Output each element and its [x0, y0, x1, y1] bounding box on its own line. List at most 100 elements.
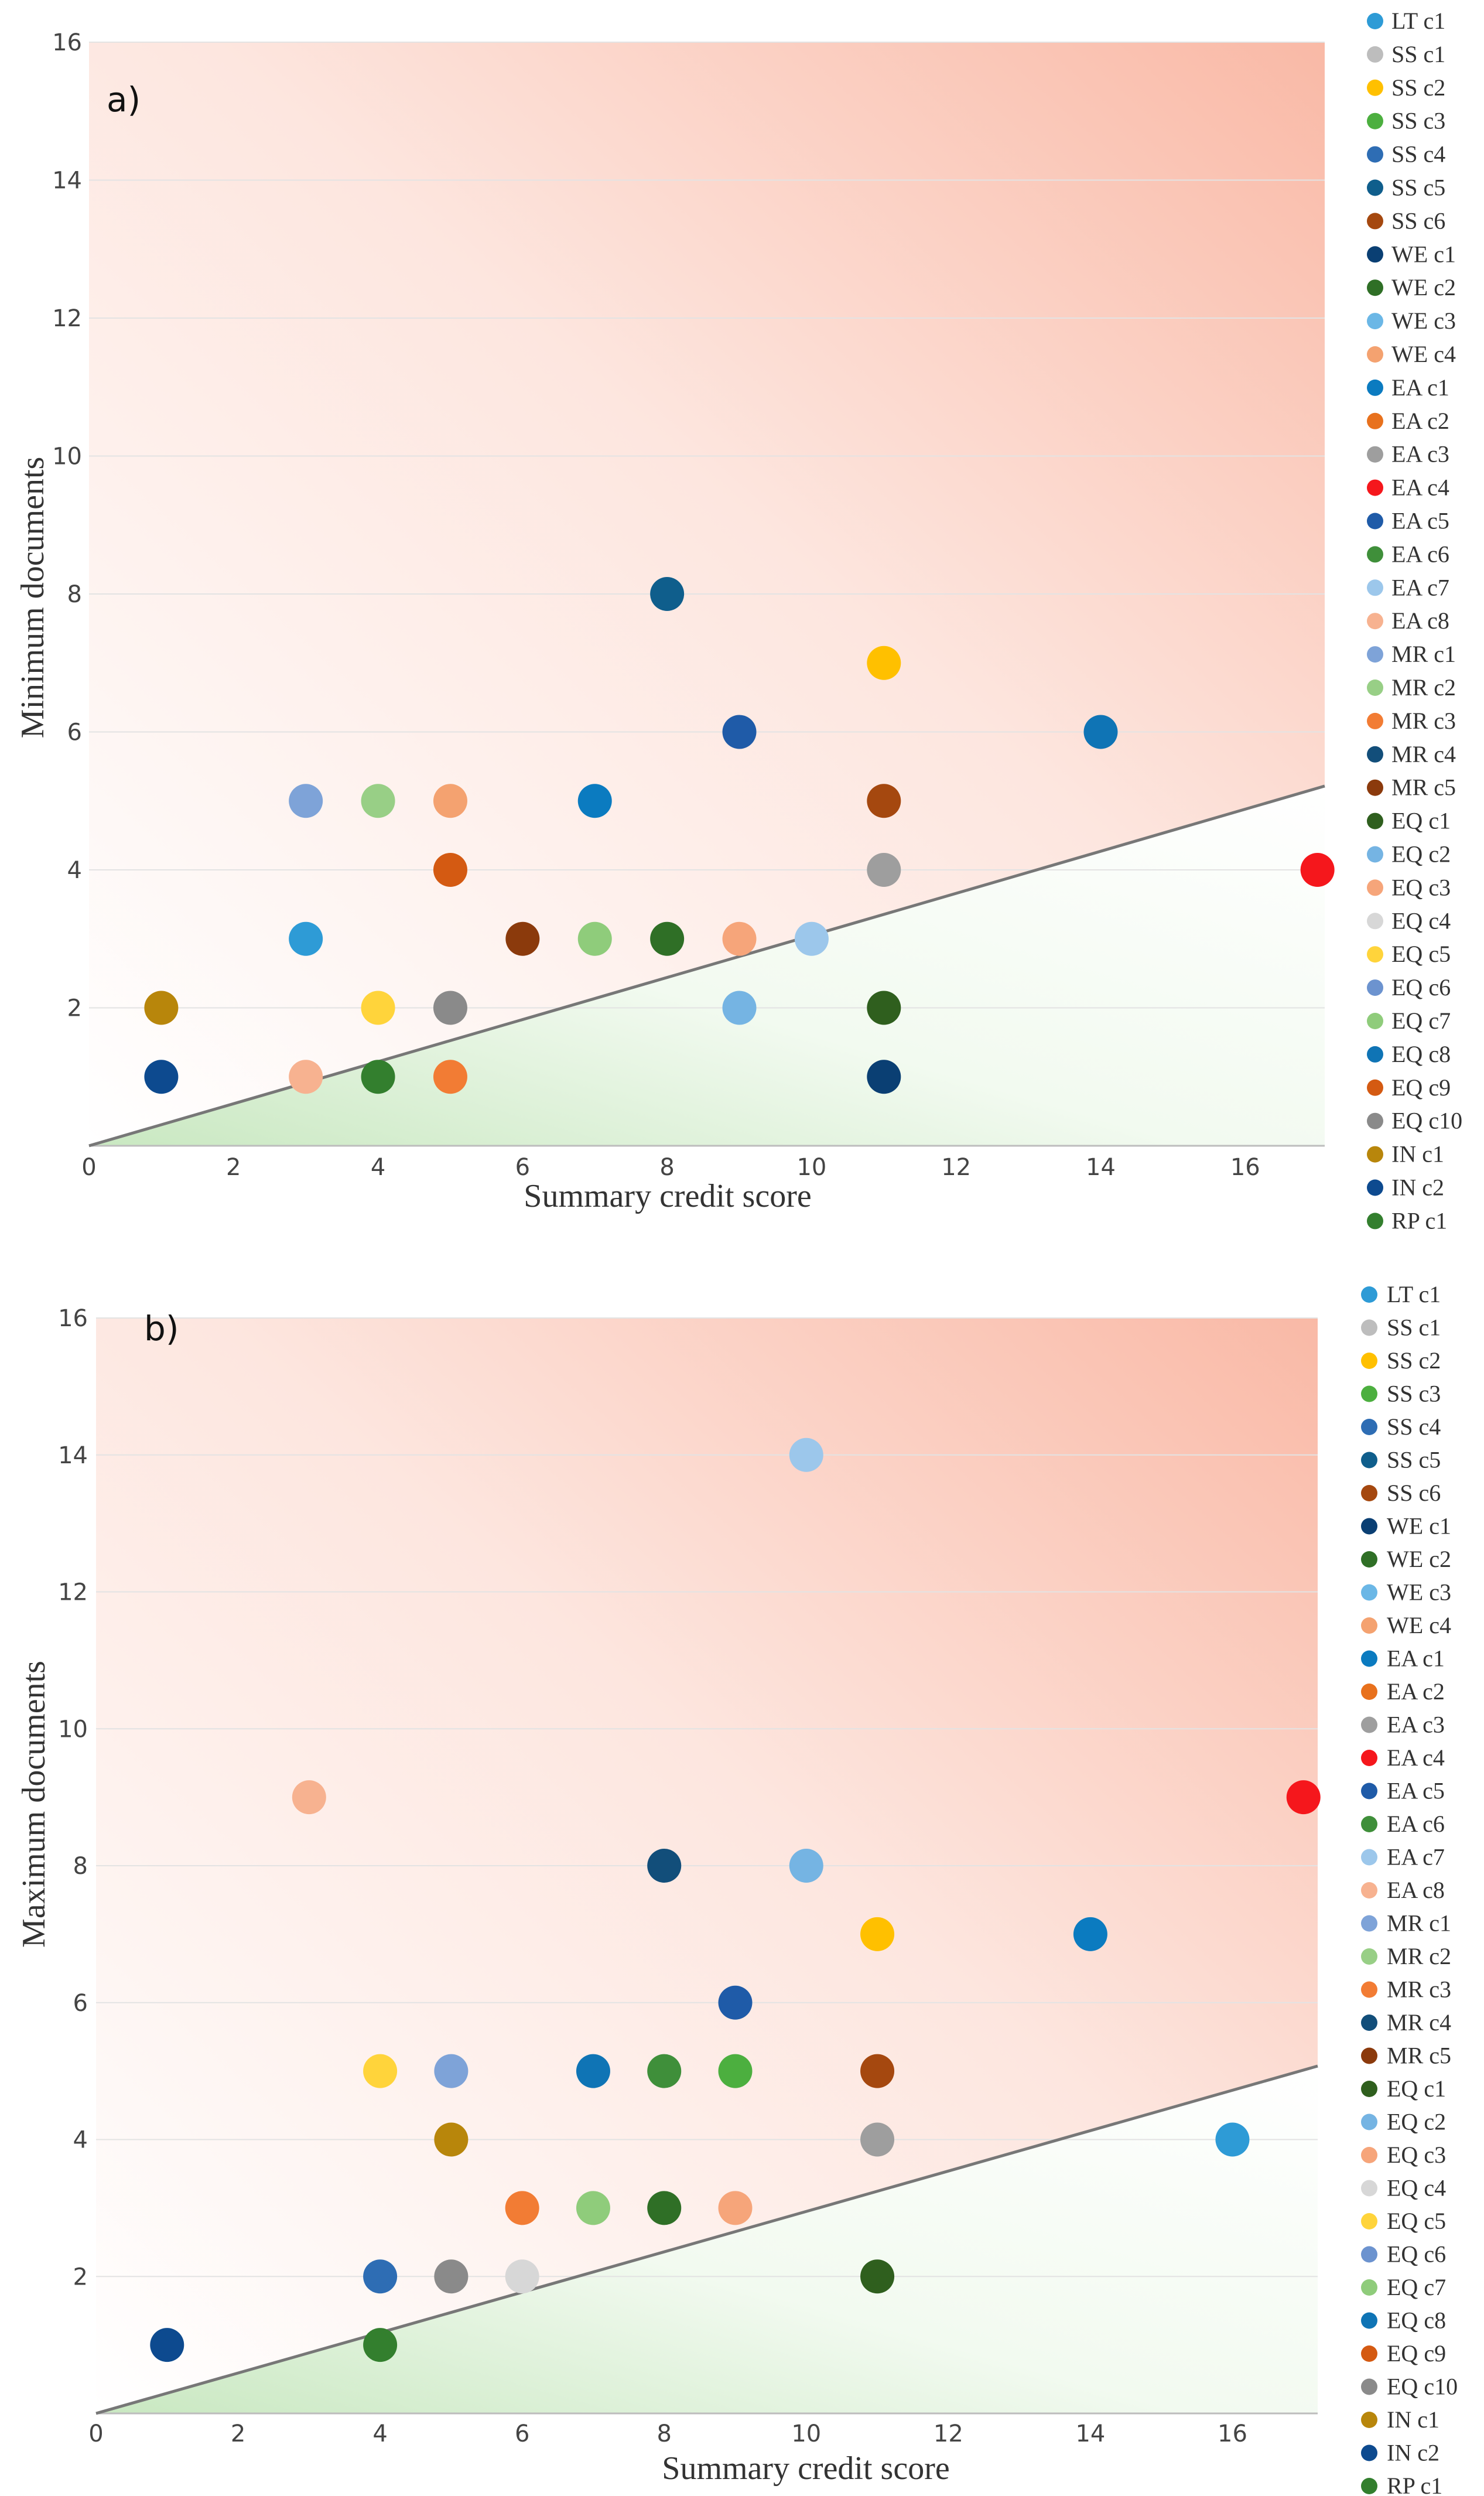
legend-item: EA c4	[1367, 474, 1449, 501]
legend-item: EA c1	[1361, 1645, 1445, 1672]
legend-label: SS c5	[1387, 1447, 1441, 1473]
data-point	[144, 1060, 179, 1094]
legend-marker	[1367, 746, 1383, 763]
legend-marker	[1367, 579, 1383, 596]
legend-item: EQ c2	[1361, 2109, 1446, 2135]
legend-marker	[1361, 1617, 1377, 1634]
legend-label: EA c5	[1387, 1778, 1445, 1804]
legend-label: WE c3	[1391, 308, 1456, 334]
gridlines	[96, 1317, 1318, 2278]
legend-label: EA c1	[1391, 374, 1449, 401]
y-tick-label: 12	[58, 1579, 88, 1606]
legend-label: EA c4	[1391, 474, 1449, 501]
legend-marker	[1367, 412, 1383, 429]
legend-marker	[1361, 1948, 1377, 1965]
legend-label: SS c3	[1391, 108, 1445, 134]
legend-item: WE c3	[1367, 308, 1456, 334]
x-tick-label: 4	[371, 1154, 385, 1181]
legend-marker	[1367, 313, 1383, 330]
legend-label: EQ c8	[1391, 1041, 1451, 1067]
legend-label: EQ c2	[1387, 2109, 1446, 2135]
data-point	[867, 784, 901, 818]
legend-marker	[1361, 2345, 1377, 2362]
data-point	[433, 784, 467, 818]
legend-marker	[1367, 1179, 1383, 1196]
legend-item: EQ c4	[1367, 907, 1451, 934]
x-tick-label: 2	[226, 1154, 241, 1181]
data-point	[650, 921, 685, 956]
legend-item: EA c7	[1367, 574, 1449, 600]
x-tick-label: 0	[88, 2420, 103, 2447]
legend-marker	[1367, 680, 1383, 696]
legend-label: EQ c9	[1387, 2340, 1446, 2367]
legend-marker	[1361, 1915, 1377, 1932]
legend-item: EQ c8	[1361, 2307, 1446, 2334]
legend-item: SS c2	[1367, 74, 1445, 101]
legend-item: SS c6	[1367, 207, 1445, 234]
y-tick-label: 14	[58, 1442, 88, 1469]
legend-label: EQ c10	[1387, 2374, 1458, 2400]
legend-item: MR c5	[1367, 774, 1456, 801]
legend-item: LT c1	[1361, 1281, 1441, 1307]
legend-marker	[1361, 1783, 1377, 1800]
x-tick-label: 16	[1218, 2420, 1247, 2447]
data-point	[576, 2054, 610, 2088]
legend-item: EA c3	[1361, 1712, 1445, 1738]
data-point	[647, 1849, 682, 1883]
legend-label: EQ c1	[1391, 808, 1451, 834]
data-point	[289, 921, 323, 956]
legend-label: EA c3	[1391, 441, 1449, 467]
legend-label: IN c2	[1391, 1174, 1444, 1201]
legend-marker	[1367, 546, 1383, 563]
data-point	[144, 991, 179, 1025]
data-point	[1286, 1780, 1321, 1815]
legend-item: EA c3	[1367, 441, 1449, 467]
legend-label: RP c1	[1387, 2473, 1442, 2496]
legend-label: SS c2	[1387, 1347, 1441, 1374]
y-tick-label: 6	[67, 719, 82, 746]
legend-label: EQ c1	[1387, 2075, 1446, 2102]
legend-marker	[1367, 646, 1383, 663]
legend-marker	[1367, 246, 1383, 263]
y-tick-label: 10	[52, 443, 82, 470]
legend-label: SS c4	[1391, 141, 1445, 168]
legend-label: MR c1	[1391, 641, 1456, 667]
legend-marker	[1367, 479, 1383, 496]
data-point	[718, 1985, 753, 2020]
data-points	[144, 577, 1335, 1094]
data-point	[867, 853, 901, 887]
legend-marker	[1367, 13, 1383, 29]
data-point	[433, 1060, 467, 1094]
legend-label: EQ c5	[1391, 941, 1451, 967]
x-tick-label: 0	[81, 1154, 96, 1181]
data-point	[363, 2328, 398, 2362]
legend-item: MR c3	[1361, 1976, 1451, 2003]
data-point	[867, 1060, 901, 1094]
legend-label: MR c3	[1387, 1976, 1451, 2003]
data-point	[363, 2259, 398, 2294]
legend-label: LT c1	[1387, 1281, 1441, 1307]
legend-marker	[1361, 1684, 1377, 1700]
data-point	[361, 991, 395, 1025]
legend-item: IN c2	[1361, 2440, 1439, 2466]
legend-marker	[1361, 2378, 1377, 2395]
legend-item: SS c6	[1361, 1480, 1441, 1506]
data-point	[150, 2328, 184, 2362]
data-point	[505, 921, 540, 956]
y-tick-label: 12	[52, 305, 82, 332]
legend-item: MR c4	[1361, 2009, 1451, 2036]
legend-item: EQ c5	[1367, 941, 1451, 967]
legend-label: EQ c4	[1387, 2175, 1446, 2201]
y-tick-label: 8	[67, 581, 82, 608]
legend-marker	[1367, 712, 1383, 729]
legend-item: WE c2	[1367, 274, 1456, 301]
data-point	[1083, 715, 1118, 749]
y-tick-label: 10	[58, 1716, 88, 1743]
legend-label: SS c6	[1391, 207, 1445, 234]
legend-item: EA c6	[1367, 541, 1449, 567]
legend-b: LT c1 SS c1 SS c2 SS c3 SS c4 SS c5 SS c6 WE c1…	[1361, 1281, 1458, 2496]
y-tick-label: 16	[58, 1305, 88, 1332]
legend-label: EA c3	[1387, 1712, 1445, 1738]
legend-label: EA c5	[1391, 508, 1449, 534]
legend-item: WE c1	[1367, 241, 1456, 267]
